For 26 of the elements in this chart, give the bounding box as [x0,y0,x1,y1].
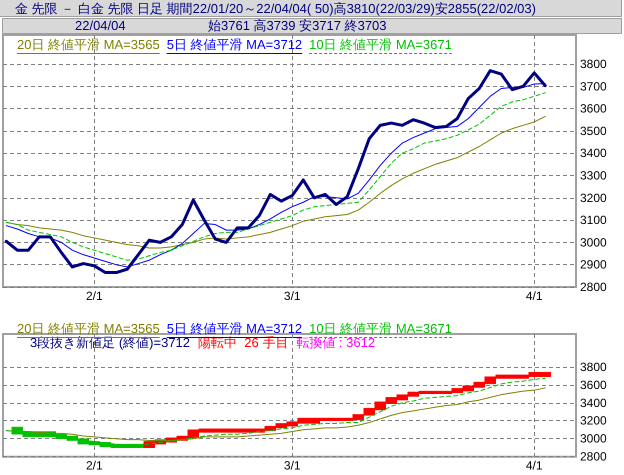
y-tick-label: 3400 [580,396,608,410]
y-tick-label: 2800 [580,450,608,464]
y-tick-label: 3100 [580,213,608,228]
text: 5日 終値平滑 MA=3712 [166,37,302,52]
y-tick-label: 3500 [580,124,608,138]
y-tick-label: 3200 [580,414,608,428]
text: 10日 終値平滑 MA=3671 [309,37,452,52]
y-tick-label: 3000 [580,235,608,250]
text: 20日 終値平滑 MA=3565 [17,37,160,52]
y-tick-label: 3200 [580,190,608,205]
chart-subtitle: 22/04/04 [75,18,126,33]
y-tick-label: 2800 [580,280,608,294]
y-tick-label: 3700 [580,79,608,94]
x-tick-label: 2/1 [86,289,103,303]
y-tick-label: 3800 [580,360,608,374]
y-tick-label: 3600 [580,102,608,116]
chart-title: 金 先限 － 白金 先限 日足 期間22/01/20～22/04/04( 50)高3810(22/03/29)安2855(22/02/03) [15,1,536,16]
y-tick-label: 3800 [580,56,608,71]
y-tick-label: 3600 [580,378,608,392]
y-tick-label: 3300 [580,168,608,182]
y-tick-label: 2900 [580,258,608,272]
x-tick-label: 4/1 [526,289,543,303]
y-tick-label: 3400 [580,146,608,160]
text: 始3761 高3739 安3717 終3703 [208,18,387,33]
x-tick-label: 3/1 [284,289,301,303]
y-tick-label: 3000 [580,432,608,446]
